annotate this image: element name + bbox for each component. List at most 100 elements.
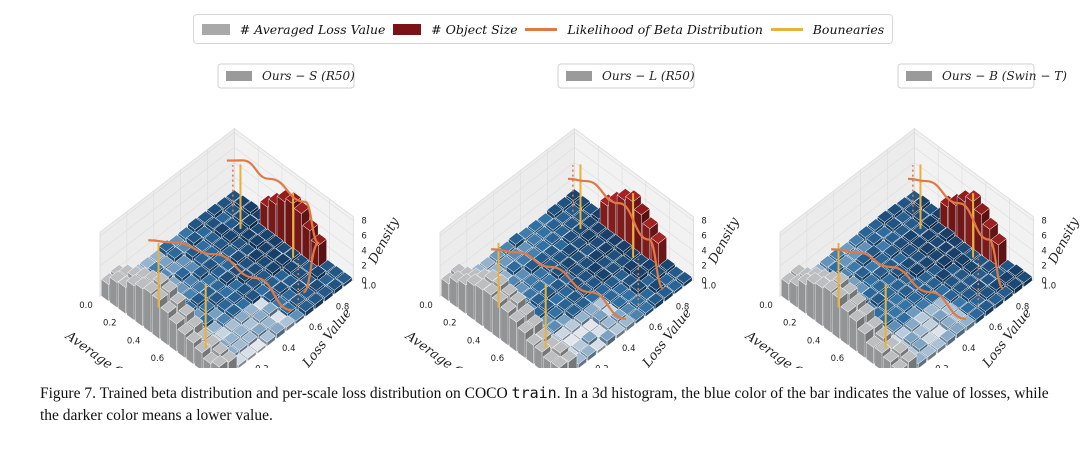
bar-front-face (823, 285, 832, 334)
bar-top-face (866, 315, 884, 329)
bar-top-face (569, 250, 587, 263)
legend-item-averaged-loss: # Averaged Loss Value (201, 22, 385, 37)
bar-top-face (280, 288, 298, 302)
bar-top-face (998, 270, 1015, 284)
bar-top-face (581, 330, 598, 343)
bar-front-face (160, 307, 169, 346)
bar-top-face (216, 298, 234, 311)
bar-top-face (562, 230, 579, 243)
bar-top-face (527, 219, 544, 232)
bar-top-face (552, 340, 569, 354)
bar-top-face (892, 341, 909, 354)
bar-top-face (588, 236, 606, 249)
bar-top-face (875, 225, 893, 239)
bar-top-face (565, 188, 583, 202)
bar-top-face (886, 319, 903, 333)
bar-top-face (518, 303, 535, 316)
bar-top-face (969, 294, 986, 307)
bar-top-face (177, 322, 194, 336)
figure-caption: Figure 7. Trained beta distribution and … (40, 382, 1050, 427)
bar-front-face (815, 282, 823, 327)
bar-top-face (246, 262, 264, 276)
bar-top-face (897, 284, 915, 298)
bar-top-face (250, 222, 267, 235)
bar-top-face (556, 196, 573, 209)
bar-top-face (291, 266, 308, 280)
z-tick-label: 8 (701, 217, 706, 227)
bar-top-face (282, 260, 300, 273)
bar-top-face (620, 288, 638, 302)
bar-top-face (861, 286, 879, 300)
bar-top-face (273, 269, 290, 282)
bar-top-face (549, 278, 566, 291)
legend-swatch-grey (201, 23, 230, 35)
x-tick-label: 0.0 (79, 301, 93, 311)
bar-top-face (241, 330, 258, 344)
bar-top-face (896, 196, 913, 210)
x-tick-label: 0.0 (759, 301, 773, 311)
bar-top-face (251, 309, 269, 322)
bar-top-face (889, 278, 906, 292)
histogram-panel: 0.00.20.40.60.81.00.00.20.40.60.81.00246… (742, 63, 1080, 368)
bar-top-face (261, 301, 278, 315)
bar-top-face (543, 244, 560, 258)
bar-top-face (922, 317, 939, 331)
bar-top-face (581, 215, 598, 229)
bar-top-face (978, 285, 996, 299)
histogram-panel: 0.00.20.40.60.81.00.00.20.40.60.81.00246… (62, 63, 403, 368)
bar-top-face (943, 275, 961, 288)
bar-top-face (942, 288, 960, 302)
bar-top-face (894, 211, 912, 224)
y-tick-label: 0.4 (962, 344, 976, 354)
bar-top-face (202, 257, 219, 271)
bar-top-face (247, 248, 265, 261)
bar-top-face (629, 294, 646, 308)
bar-top-face (560, 256, 577, 270)
bar-top-face (865, 244, 882, 258)
bar-top-face (604, 261, 622, 275)
bar-top-face (166, 246, 184, 259)
bar-top-face (631, 265, 648, 279)
bar-top-face (612, 282, 629, 296)
bar-top-face (568, 263, 586, 277)
bar-top-face (945, 246, 963, 260)
bar-top-face (259, 330, 276, 343)
bar-top-face (238, 256, 255, 270)
bar-top-face (968, 307, 985, 320)
legend-item-beta-likelihood: Likelihood of Beta Distribution (525, 22, 763, 37)
bar-top-face (878, 299, 896, 313)
bar-top-face (222, 229, 239, 242)
bar-top-face (888, 293, 905, 306)
bar-top-face (597, 241, 614, 255)
caption-code: train (511, 384, 557, 402)
bar-top-face (501, 283, 518, 296)
bar-top-face (858, 302, 875, 316)
bar-front-face (982, 223, 991, 263)
bar-top-face (148, 249, 166, 262)
bar-top-face (857, 225, 875, 239)
bar-top-face (210, 265, 227, 278)
bar-top-face (910, 235, 928, 249)
inset-legend-swatch (906, 71, 932, 81)
beta-likelihood-curve (831, 248, 967, 321)
bar-top-face (302, 218, 319, 232)
bar-top-face (206, 320, 223, 334)
bar-top-face (886, 203, 903, 216)
bar-top-face (212, 237, 230, 251)
bar-front-face (965, 195, 974, 250)
y-tick-label: 0.2 (595, 364, 609, 368)
bar-top-face (185, 331, 203, 344)
bar-top-face (887, 305, 904, 319)
beta-likelihood-curve (226, 159, 320, 294)
bar-top-face (554, 211, 572, 224)
bar-top-face (854, 265, 871, 279)
bar-top-face (590, 221, 607, 235)
bar-top-face (551, 250, 569, 264)
bar-top-face (274, 252, 291, 266)
bar-top-face (554, 326, 572, 340)
bar-top-face (919, 241, 936, 255)
beta-likelihood-curve (567, 177, 665, 290)
bar-top-face (516, 241, 533, 254)
bar-top-face (954, 253, 971, 266)
y-tick-label: 0.6 (649, 323, 663, 333)
